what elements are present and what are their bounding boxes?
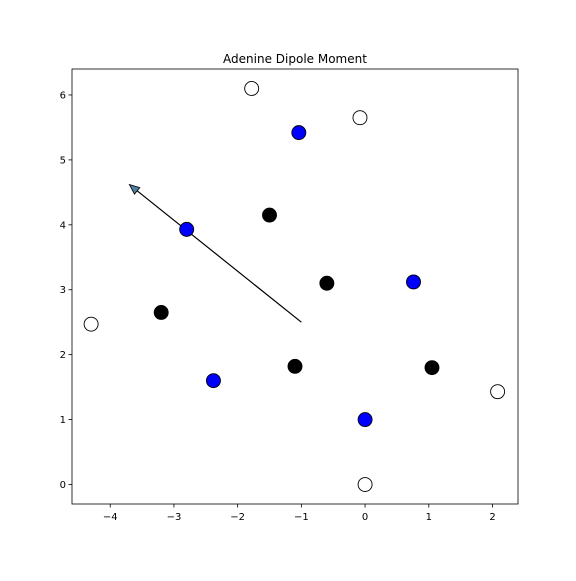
- axis-ticks: −4 −3 −2 −1 0 1 2 0 1 2 3 4 5 6: [60, 90, 496, 523]
- white-atom-point: [490, 384, 506, 400]
- plot-frame: [71, 68, 519, 505]
- y-tick-label: 4: [60, 220, 66, 231]
- dipole-arrow-head: [128, 183, 141, 195]
- y-tick-label: 2: [60, 350, 66, 361]
- blue-atom-point: [179, 221, 195, 237]
- blue-atom-point: [406, 274, 421, 290]
- white-atom-point: [352, 110, 368, 126]
- x-tick-label: −2: [230, 512, 245, 523]
- white-atom-point: [357, 477, 373, 492]
- dipole-arrow-shaft: [136, 190, 302, 323]
- black-atom-point: [262, 207, 277, 223]
- x-tick-label: 0: [362, 512, 368, 523]
- x-tick-label: 2: [489, 512, 495, 523]
- y-tick-label: 0: [60, 480, 66, 491]
- atom-points: [83, 81, 506, 492]
- x-tick-label: 1: [426, 512, 432, 523]
- dipole-arrow-layer: [128, 183, 302, 323]
- white-atom-point: [244, 81, 260, 96]
- black-atom-point: [287, 358, 303, 374]
- black-atom-point: [424, 360, 440, 376]
- blue-atom-point: [291, 125, 307, 141]
- blue-atom-point: [205, 373, 221, 389]
- y-tick-label: 1: [60, 415, 66, 426]
- x-tick-label: −1: [294, 512, 309, 523]
- blue-atom-point: [357, 412, 373, 428]
- x-tick-label: −3: [167, 512, 182, 523]
- white-atom-point: [83, 316, 99, 332]
- black-atom-point: [319, 275, 335, 291]
- y-tick-label: 3: [60, 285, 66, 296]
- chart-title: Adenine Dipole Moment: [223, 52, 367, 66]
- black-atom-point: [153, 305, 169, 320]
- x-tick-label: −4: [103, 512, 118, 523]
- y-tick-label: 5: [60, 155, 66, 166]
- y-tick-label: 6: [60, 90, 66, 101]
